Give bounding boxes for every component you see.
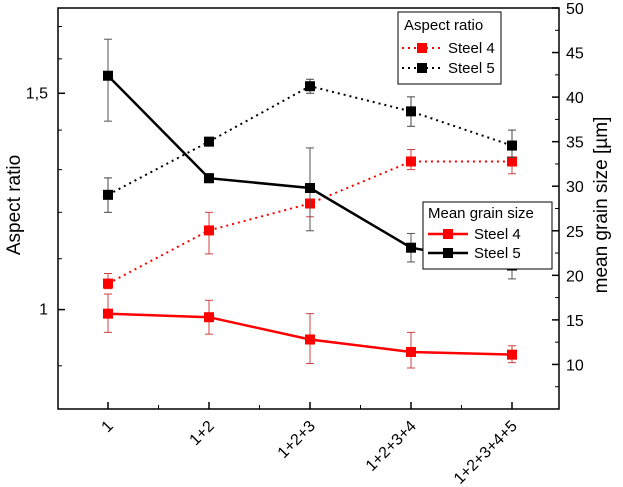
marker-grain-steel4	[406, 346, 416, 357]
marker-grain-steel5	[204, 173, 214, 184]
marker-grain-steel5	[305, 183, 315, 194]
legend-grain-steel4-label: Steel 4	[474, 226, 521, 243]
left-axis-tick-label: 1	[39, 302, 48, 319]
left-axis-title: Aspect ratio	[4, 155, 25, 255]
legend-grain-title: Mean grain size	[428, 205, 534, 222]
marker-grain-steel5	[103, 70, 113, 81]
legend-grain-steel4-marker	[443, 229, 453, 239]
series-line-aspect-steel4	[107, 160, 512, 285]
x-axis-tick-label: 1	[99, 418, 117, 436]
marker-aspect-steel5	[103, 189, 113, 200]
marker-aspect-steel5	[406, 106, 416, 117]
right-axis-tick-label: 30	[566, 179, 584, 196]
marker-grain-steel4	[507, 349, 517, 360]
x-axis-tick-label: 1+2+3+4+5	[451, 418, 521, 487]
marker-grain-steel4	[305, 334, 315, 345]
marker-aspect-steel5	[305, 81, 315, 92]
right-axis-tick-label: 10	[566, 357, 584, 374]
right-axis-tick-label: 15	[566, 313, 584, 330]
legend-aspect-steel4-label: Steel 4	[448, 40, 495, 57]
marker-grain-steel4	[103, 308, 113, 319]
marker-aspect-steel5	[204, 136, 214, 147]
right-axis-tick-label: 40	[566, 90, 584, 107]
legend-mean-grain-size: Mean grain size Steel 4 Steel 5	[422, 201, 553, 270]
x-axis-tick-label: 1+2+3	[275, 418, 319, 462]
marker-grain-steel4	[204, 312, 214, 323]
legend-grain-steel5-label: Steel 5	[474, 245, 521, 262]
marker-aspect-steel4	[406, 156, 416, 167]
left-axis-tick-label: 1,5	[26, 85, 48, 102]
marker-aspect-steel5	[507, 140, 517, 151]
right-axis-tick-label: 35	[566, 135, 584, 152]
right-axis-tick-label: 20	[566, 268, 584, 285]
x-axis-tick-label: 1+2	[187, 418, 218, 449]
x-axis-tick-label: 1+2+3+4	[363, 418, 420, 475]
right-axis-tick-label: 25	[566, 224, 584, 241]
right-axis-tick-label: 50	[566, 1, 584, 18]
legend-aspect-ratio: Aspect ratio Steel 4 Steel 5	[397, 11, 502, 85]
legend-aspect-steel4-marker	[417, 43, 427, 53]
marker-aspect-steel4	[204, 225, 214, 236]
marker-aspect-steel4	[103, 278, 113, 289]
legend-aspect-steel5-marker	[417, 63, 427, 73]
legend-grain-steel5-marker	[443, 248, 453, 258]
legend-aspect-steel5-label: Steel 5	[448, 60, 495, 77]
right-axis-title: mean grain size [µm]	[591, 117, 612, 294]
marker-aspect-steel4	[507, 156, 517, 167]
plot-area	[103, 38, 517, 369]
right-axis-tick-label: 45	[566, 46, 584, 63]
marker-grain-steel5	[406, 242, 416, 253]
legend-aspect-ratio-title: Aspect ratio	[404, 17, 483, 34]
